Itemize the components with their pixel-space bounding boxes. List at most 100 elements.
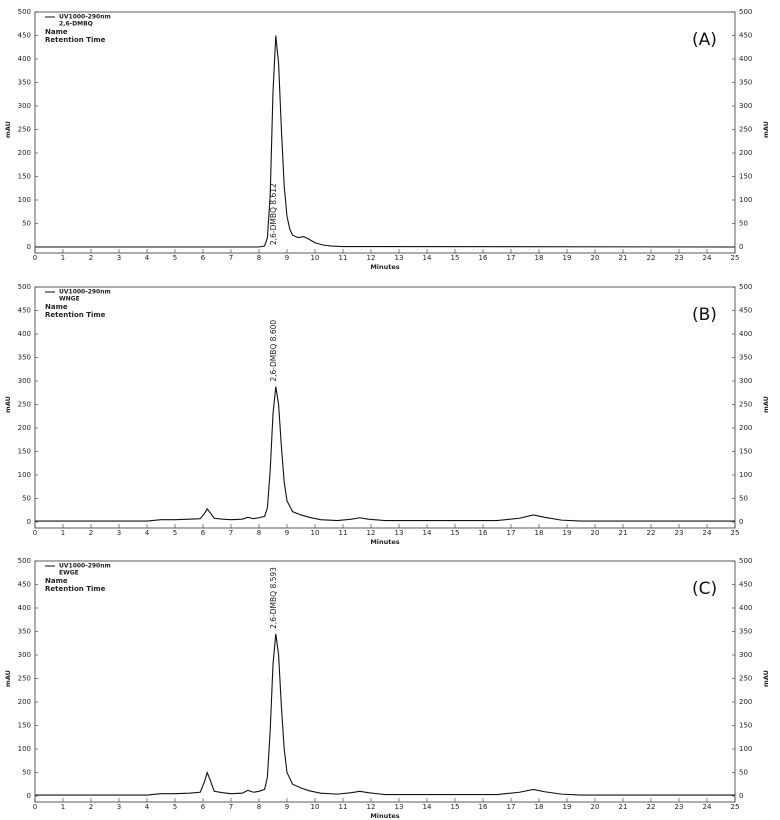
- x-tick-label: 11: [339, 529, 348, 537]
- y2-tick-label: 450: [739, 307, 752, 315]
- x-tick-label: 22: [647, 803, 656, 811]
- x-tick-label: 5: [173, 254, 177, 262]
- y-tick-label: 0: [27, 518, 31, 526]
- x-tick-label: 10: [311, 254, 320, 262]
- x-tick-label: 22: [647, 529, 656, 537]
- y2-tick-label: 100: [739, 471, 752, 479]
- x-tick-label: 9: [285, 803, 289, 811]
- y-tick-label: 250: [18, 401, 31, 409]
- legend-sample: 2,6-DMBQ: [59, 21, 93, 28]
- x-tick-label: 24: [703, 254, 712, 262]
- x-tick-label: 2: [89, 254, 93, 262]
- y2-tick-label: 500: [739, 8, 752, 16]
- x-tick-label: 1: [61, 529, 65, 537]
- y2-tick-label: 450: [739, 581, 752, 589]
- y-tick-label: 0: [27, 243, 31, 251]
- x-tick-label: 1: [61, 254, 65, 262]
- x-tick-label: 13: [395, 529, 404, 537]
- y-tick-label: 500: [18, 8, 31, 16]
- plot-frame: [34, 560, 736, 803]
- x-tick-label: 5: [173, 803, 177, 811]
- x-tick-label: 18: [535, 254, 544, 262]
- y2-tick-label: 200: [739, 698, 752, 706]
- plot-frame: [34, 11, 736, 254]
- x-tick-label: 15: [451, 254, 460, 262]
- y-tick-label: 100: [18, 196, 31, 204]
- x-tick-label: 12: [367, 803, 376, 811]
- y2-tick-label: 350: [739, 354, 752, 362]
- y-tick-label: 400: [18, 330, 31, 338]
- x-tick-label: 17: [507, 254, 516, 262]
- y2-axis-title: mAU: [762, 670, 770, 687]
- y2-axis-title: mAU: [762, 396, 770, 413]
- x-tick-label: 1: [61, 803, 65, 811]
- y-tick-label: 50: [22, 220, 31, 228]
- y-tick-label: 350: [18, 628, 31, 636]
- x-tick-label: 8: [257, 254, 261, 262]
- x-tick-label: 5: [173, 529, 177, 537]
- panel-label: (B): [692, 305, 717, 325]
- x-tick-label: 25: [731, 254, 740, 262]
- peak-annotation: 2,6-DMBQ 8.593: [269, 567, 278, 629]
- x-tick-label: 22: [647, 254, 656, 262]
- y2-tick-label: 400: [739, 55, 752, 63]
- x-axis-title: Minutes: [370, 263, 399, 271]
- x-tick-label: 7: [229, 254, 233, 262]
- x-tick-label: 4: [145, 803, 150, 811]
- y-tick-label: 150: [18, 722, 31, 730]
- y2-tick-label: 0: [739, 518, 743, 526]
- x-tick-label: 9: [285, 529, 289, 537]
- legend-series: UV1000-290nm: [59, 14, 111, 21]
- legend-sample: EWGE: [59, 570, 79, 577]
- x-tick-label: 16: [479, 254, 488, 262]
- y2-tick-label: 150: [739, 448, 752, 456]
- x-tick-label: 7: [229, 529, 233, 537]
- x-tick-label: 8: [257, 803, 261, 811]
- peak-annotation: 2,6-DMBQ 8.600: [269, 320, 278, 382]
- y-tick-label: 50: [22, 769, 31, 777]
- y-tick-label: 400: [18, 604, 31, 612]
- y-tick-label: 250: [18, 675, 31, 683]
- y2-tick-label: 50: [739, 769, 748, 777]
- x-tick-label: 2: [89, 803, 93, 811]
- x-tick-label: 21: [619, 529, 628, 537]
- y2-tick-label: 0: [739, 792, 743, 800]
- y-tick-label: 100: [18, 745, 31, 753]
- y-tick-label: 400: [18, 55, 31, 63]
- y-tick-label: 200: [18, 698, 31, 706]
- x-tick-label: 21: [619, 254, 628, 262]
- x-tick-label: 10: [311, 529, 320, 537]
- x-tick-label: 10: [311, 803, 320, 811]
- chromatogram-trace: [35, 386, 735, 522]
- panel-label: (A): [692, 30, 717, 50]
- y2-tick-label: 100: [739, 196, 752, 204]
- x-tick-label: 16: [479, 529, 488, 537]
- y-tick-label: 150: [18, 448, 31, 456]
- y2-tick-label: 400: [739, 604, 752, 612]
- legend-label: Name: [45, 303, 68, 311]
- y2-tick-label: 450: [739, 32, 752, 40]
- plot-frame: [34, 286, 736, 529]
- legend-series: UV1000-290nm: [59, 289, 111, 296]
- y-tick-label: 300: [18, 377, 31, 385]
- y-tick-label: 500: [18, 283, 31, 291]
- legend-label: Retention Time: [45, 585, 106, 593]
- y2-tick-label: 350: [739, 79, 752, 87]
- y-tick-label: 150: [18, 173, 31, 181]
- y2-tick-label: 500: [739, 283, 752, 291]
- y-tick-label: 200: [18, 424, 31, 432]
- y-tick-label: 0: [27, 792, 31, 800]
- x-tick-label: 21: [619, 803, 628, 811]
- x-axis-title: Minutes: [370, 812, 399, 820]
- x-tick-label: 14: [423, 803, 432, 811]
- y2-tick-label: 300: [739, 651, 752, 659]
- chromatogram-trace: [35, 35, 736, 248]
- y2-tick-label: 100: [739, 745, 752, 753]
- y2-tick-label: 150: [739, 173, 752, 181]
- x-tick-label: 12: [367, 254, 376, 262]
- x-tick-label: 3: [117, 254, 121, 262]
- y2-axis-title: mAU: [762, 121, 770, 138]
- x-tick-label: 6: [201, 803, 206, 811]
- y-axis-title: mAU: [4, 121, 12, 138]
- x-tick-label: 11: [339, 254, 348, 262]
